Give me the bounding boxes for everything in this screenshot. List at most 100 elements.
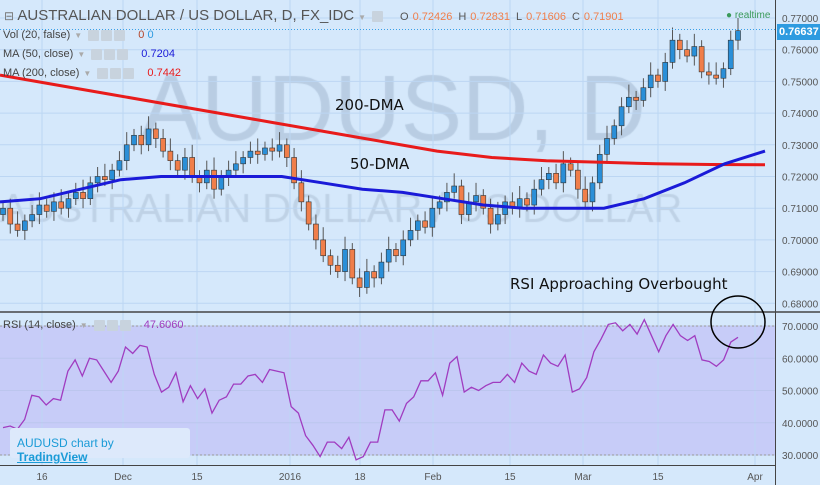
gear-icon[interactable] (106, 319, 118, 331)
gear-icon[interactable] (110, 67, 122, 79)
tradingview-badge: AUDUSD chart by TradingView (10, 428, 190, 464)
candle-down (14, 223, 21, 231)
candle-down (567, 163, 574, 171)
rsi-line (2, 318, 739, 461)
candle-up (342, 249, 348, 272)
candle-down (313, 223, 319, 241)
candle-up (407, 230, 414, 241)
candle-up (247, 150, 254, 158)
candle-down (676, 39, 683, 50)
candle-up (51, 201, 57, 212)
rsi-tick-label: 70.0000 (782, 322, 819, 333)
candle-up (589, 182, 596, 203)
candle-up (29, 214, 35, 222)
candle-up (545, 173, 552, 180)
close-icon[interactable] (114, 29, 126, 41)
rsi-tick-label: 50.0000 (782, 387, 819, 398)
candle-down (189, 157, 196, 177)
rsi-tick-label: 40.0000 (782, 419, 819, 430)
candle-up (611, 125, 618, 139)
price-tick-label: 0.71000 (782, 204, 819, 215)
candle-down (80, 192, 86, 199)
indicator-ma200[interactable]: MA (200, close) ▼ 0.7442 (3, 67, 182, 79)
candle-down (422, 220, 428, 228)
candle-down (211, 169, 217, 190)
price-tick-label: 0.70000 (782, 236, 819, 247)
candle-up (240, 157, 246, 165)
annotation-rsi: RSI Approaching Overbought (510, 275, 728, 293)
ma50-line (0, 149, 766, 210)
candle-down (487, 207, 494, 225)
candle-up (604, 138, 610, 155)
ma200-line (0, 73, 766, 167)
candle-down (43, 204, 50, 212)
eye-icon[interactable] (88, 29, 100, 41)
candle-up (691, 46, 698, 57)
candle-down (553, 173, 559, 184)
candle-up (538, 179, 545, 190)
price-tick-label: 0.75000 (782, 77, 819, 88)
close-icon[interactable] (123, 67, 135, 79)
indicator-volume[interactable]: Vol (20, false) ▼ 0 0 (3, 29, 154, 41)
price-tick-label: 0.69000 (782, 268, 819, 279)
candle-up (400, 239, 407, 257)
candle-up (145, 128, 152, 146)
candle-up (218, 176, 225, 190)
candle-down (655, 74, 661, 82)
candle-up (116, 160, 123, 171)
candle-up (436, 201, 443, 209)
candle-up (123, 144, 130, 161)
candle-down (575, 169, 581, 190)
close-icon[interactable] (119, 319, 131, 331)
candle-down (7, 207, 14, 225)
candle-up (72, 192, 79, 199)
candle-down (582, 188, 588, 203)
rsi-tick-label: 30.0000 (782, 451, 819, 462)
candle-up (364, 271, 370, 288)
candle-up (36, 204, 43, 215)
candle-up (131, 134, 137, 146)
candle-down (160, 138, 166, 152)
candle-up (495, 214, 501, 225)
candle-up (560, 163, 567, 184)
indicator-ma50[interactable]: MA (50, close) ▼ 0.7204 (3, 48, 175, 60)
candle-down (298, 182, 305, 203)
candle-up (626, 96, 632, 108)
candle-down (58, 201, 65, 209)
candle-down (269, 147, 276, 152)
ohlc-readout: O 0.72426 H 0.72831 L 0.71606 C 0.71901 (400, 11, 624, 23)
candle-up (720, 68, 727, 79)
time-tick-label: 16 (36, 472, 48, 483)
candle-up (0, 207, 6, 215)
close-icon[interactable] (117, 48, 129, 60)
candle-up (473, 195, 479, 203)
gear-icon[interactable] (104, 48, 116, 60)
price-tick-label: 0.72000 (782, 173, 819, 184)
candle-up (415, 220, 421, 231)
indicator-rsi[interactable]: RSI (14, close) ▼ 47.6060 (3, 319, 184, 331)
candle-up (647, 74, 654, 89)
realtime-indicator: ● realtime (726, 10, 771, 21)
candle-up (429, 207, 436, 228)
candle-up (385, 249, 392, 263)
price-tick-label: 0.76000 (782, 46, 819, 57)
time-tick-label: 15 (191, 472, 203, 483)
candle-down (334, 264, 341, 272)
eye-icon[interactable] (97, 67, 109, 79)
gear-icon[interactable] (101, 29, 113, 41)
eye-icon[interactable] (91, 48, 103, 60)
candle-up (87, 182, 94, 199)
candle-up (640, 87, 647, 101)
candle-down (356, 277, 363, 288)
candle-up (262, 147, 268, 155)
candle-up (94, 176, 101, 184)
candle-down (284, 144, 290, 158)
eye-icon[interactable] (93, 319, 105, 331)
eye-icon[interactable] (372, 10, 384, 22)
time-tick-label: Dec (114, 472, 132, 483)
time-tick-label: 18 (354, 472, 366, 483)
candle-up (727, 39, 734, 70)
candle-down (153, 128, 159, 139)
tradingview-link[interactable]: TradingView (17, 450, 88, 464)
